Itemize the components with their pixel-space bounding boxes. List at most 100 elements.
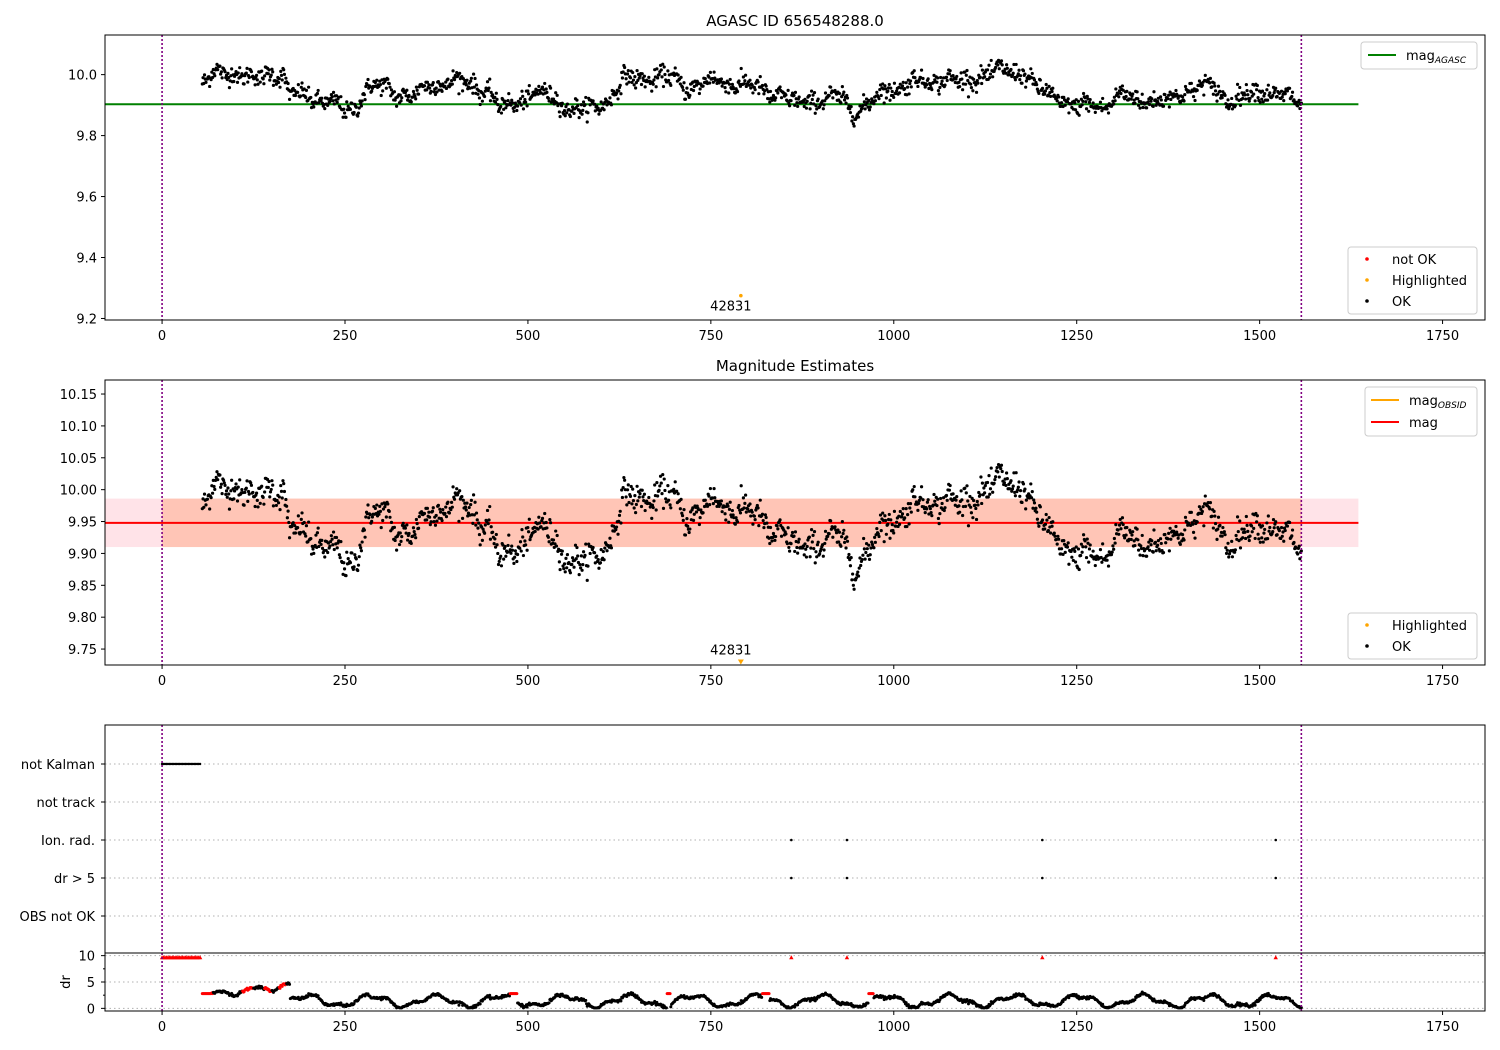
ok-point: [685, 517, 689, 521]
ok-point: [809, 546, 813, 550]
ok-point: [395, 104, 399, 108]
ok-point: [623, 65, 627, 70]
ok-point: [796, 551, 800, 555]
ok-point: [698, 87, 702, 91]
ok-point: [570, 556, 575, 560]
ok-point: [1030, 71, 1034, 76]
ok-point: [796, 104, 800, 109]
legend-label: magOBSID: [1409, 394, 1467, 411]
ok-point: [526, 89, 530, 93]
ok-point: [562, 562, 567, 566]
ok-point: [254, 73, 259, 77]
ok-point: [935, 80, 939, 84]
ok-point: [1043, 522, 1048, 526]
ok-point: [638, 491, 642, 496]
ok-point: [842, 528, 846, 532]
ok-point: [657, 488, 661, 492]
ok-point: [512, 561, 516, 565]
ok-point: [960, 498, 964, 502]
ok-point: [247, 492, 251, 496]
x-tick-label: 750: [698, 674, 723, 689]
ok-point: [363, 98, 367, 102]
ok-point: [1029, 482, 1033, 486]
dr-point-ok: [904, 1001, 908, 1005]
ok-point: [877, 97, 881, 101]
ok-point: [1279, 89, 1284, 93]
ok-point: [683, 533, 688, 537]
ok-point: [474, 523, 478, 527]
ok-point: [1052, 531, 1056, 535]
ok-point: [694, 510, 699, 514]
ok-point: [472, 85, 476, 89]
y-tick-label: 9.95: [68, 516, 97, 531]
ok-point: [285, 516, 289, 520]
ok-point: [797, 95, 801, 99]
ok-point: [1233, 103, 1237, 108]
ok-point: [296, 526, 300, 530]
flag-point-dr: [790, 876, 793, 880]
ok-point: [216, 478, 220, 482]
ok-point: [958, 510, 962, 514]
ok-point: [291, 521, 295, 525]
ok-point: [848, 107, 852, 111]
ok-point: [285, 504, 289, 508]
ok-point: [917, 501, 921, 506]
ok-point: [1249, 524, 1254, 528]
ok-point: [554, 544, 559, 548]
ok-point: [208, 507, 212, 511]
ok-point: [821, 107, 825, 111]
ok-point: [271, 83, 276, 87]
ok-point: [513, 549, 517, 553]
ok-point: [888, 98, 892, 102]
ok-point: [1164, 541, 1168, 545]
ok-point: [344, 115, 348, 119]
ok-point: [1189, 81, 1193, 85]
ok-point: [480, 99, 484, 103]
ok-point: [492, 542, 496, 546]
ok-point: [1238, 85, 1242, 90]
ok-point: [417, 92, 421, 96]
ok-point: [1227, 555, 1231, 559]
ok-point: [691, 88, 696, 93]
ok-point: [642, 74, 647, 78]
ok-point: [544, 87, 548, 91]
ok-point: [574, 557, 578, 561]
x-tick-label: 1250: [1060, 1020, 1093, 1035]
ok-point: [1014, 62, 1018, 67]
ok-point: [824, 537, 828, 541]
ok-point: [626, 483, 630, 487]
ok-point: [940, 79, 944, 83]
ok-point: [1213, 514, 1217, 518]
flag-point-not-kalman: [198, 762, 202, 766]
ok-point: [1135, 527, 1139, 531]
ok-point: [863, 107, 867, 111]
ok-point: [510, 98, 514, 102]
ok-point: [356, 114, 360, 118]
ok-point: [620, 488, 624, 492]
ok-point: [1248, 96, 1252, 101]
ok-point: [282, 489, 287, 494]
ok-point: [643, 508, 647, 513]
ok-point: [774, 534, 778, 539]
legend-marker: [1365, 623, 1369, 627]
ok-point: [503, 544, 507, 549]
ok-point: [972, 498, 976, 503]
ok-point: [457, 92, 461, 96]
ok-point: [849, 555, 853, 560]
ok-point: [654, 85, 658, 89]
legend-entry: Highlighted: [1392, 619, 1467, 634]
ok-point: [568, 571, 572, 575]
highlight-label: 42831: [710, 643, 751, 658]
ok-point: [1073, 101, 1077, 105]
ok-point: [275, 498, 279, 503]
ok-point: [425, 518, 429, 522]
ok-point: [778, 85, 782, 89]
ok-point: [636, 78, 640, 82]
ok-point: [908, 79, 913, 83]
ok-point: [892, 81, 897, 85]
ok-point: [621, 486, 625, 490]
ok-point: [392, 525, 397, 529]
ok-point: [1121, 88, 1125, 92]
ok-point: [433, 92, 438, 97]
ok-point: [563, 570, 567, 574]
